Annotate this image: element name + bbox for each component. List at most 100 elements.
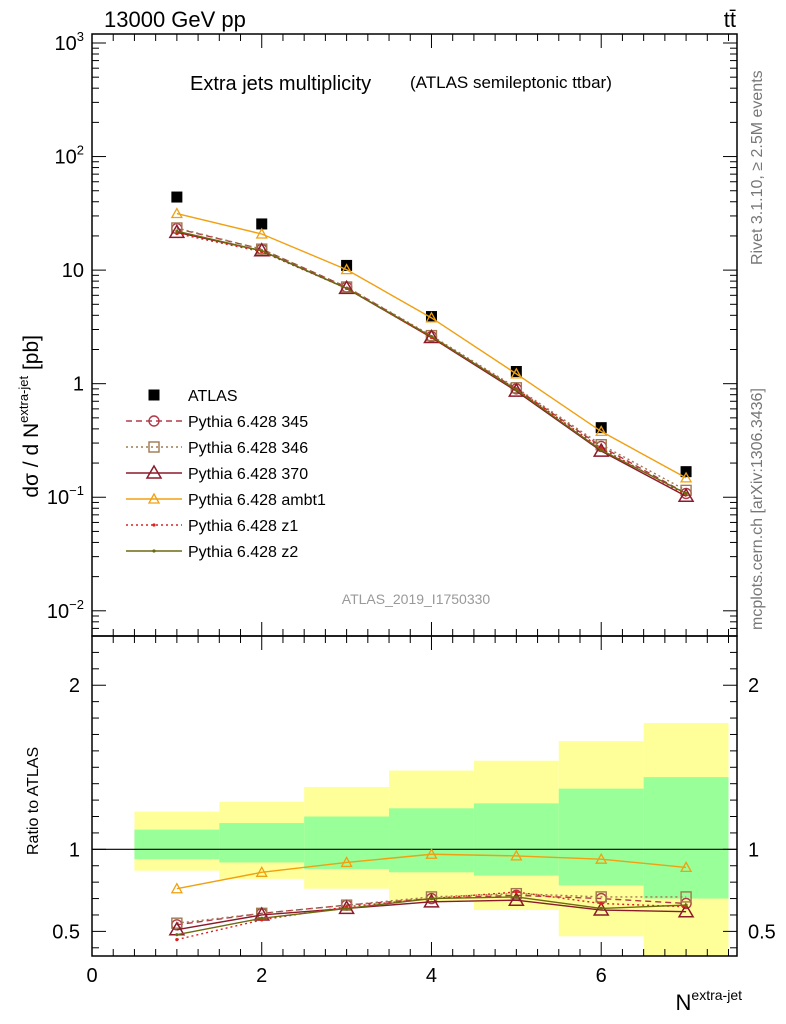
ratio-frame	[91, 635, 738, 957]
legend-marker	[148, 415, 160, 427]
legend-entry: Pythia 6.428 346	[126, 440, 308, 457]
series-line	[176, 227, 687, 495]
ratio-point	[260, 916, 264, 920]
legend-entry: Pythia 6.428 370	[126, 464, 308, 483]
ratio-point	[170, 882, 183, 894]
y-tick-label: 1	[73, 374, 84, 396]
ratio-y-tick-label: 1	[69, 839, 80, 861]
data-point	[345, 286, 349, 291]
data-point	[425, 311, 437, 323]
ratio-point	[680, 891, 692, 903]
main-y-axis-label: dσ / d Nextra-jet [pb]	[16, 335, 43, 498]
mcplots-label: mcplots.cern.ch [arXiv:1306.3436]	[749, 388, 766, 630]
data-point	[592, 442, 610, 457]
data-point	[255, 227, 268, 239]
ratio-series-line	[176, 853, 687, 890]
ratio-point	[679, 861, 693, 873]
main-title: Extra jets multiplicity	[190, 73, 371, 95]
ratio-series-3	[170, 847, 693, 894]
series-line	[176, 212, 687, 479]
x-tick-label: 2	[256, 965, 267, 987]
ratio-axis-ticks: 0.5 0.5 1 1 2 2 0 2 4 6	[52, 636, 776, 987]
legend-label: Pythia 6.428 ambt1	[188, 492, 326, 509]
ratio-point	[175, 937, 179, 942]
y-tick-label: 103	[55, 29, 84, 55]
ratio-bands	[92, 722, 737, 956]
legend-entry: ATLAS	[148, 388, 238, 405]
data-point	[684, 491, 688, 496]
uncertainty-band-inner	[558, 788, 644, 886]
data-point	[514, 388, 518, 392]
x-tick-label: 6	[596, 965, 607, 987]
ratio-point	[514, 895, 518, 899]
ratio-panel: 0.5 0.5 1 1 2 2 0 2 4 6 Ratio to ATLAS Nextra-jet	[25, 635, 776, 1015]
rivet-version-label: Rivet 3.1.10, ≥ 2.5M events	[749, 70, 766, 265]
ratio-point	[425, 847, 438, 859]
ratio-point	[592, 901, 610, 916]
ratio-point	[510, 849, 523, 861]
ratio-point	[595, 852, 608, 864]
y-tick-label: 10	[62, 260, 84, 282]
legend-entry: Pythia 6.428 ambt1	[126, 492, 326, 509]
ratio-y-axis-label: Ratio to ATLAS	[25, 747, 42, 855]
watermark: ATLAS_2019_I1750330	[342, 591, 491, 607]
data-point	[175, 231, 179, 236]
uncertainty-band-inner	[219, 823, 305, 863]
ratio-point	[171, 917, 183, 929]
legend-label: ATLAS	[188, 388, 238, 405]
data-point	[595, 425, 608, 437]
y-tick-label: 10−2	[47, 597, 84, 623]
legend-entry: Pythia 6.428 z1	[126, 518, 298, 535]
y-tick-label: 10−1	[47, 483, 84, 509]
ratio-series-group	[168, 847, 695, 942]
data-point	[340, 263, 353, 275]
data-point	[508, 382, 525, 397]
ratio-point	[677, 903, 695, 918]
series-6	[175, 229, 688, 496]
data-point	[510, 367, 523, 379]
legend-marker	[147, 492, 161, 504]
ratio-point	[345, 906, 349, 911]
ratio-series-line	[176, 899, 687, 931]
ratio-point	[429, 896, 434, 901]
ratio-y-tick-label-right: 1	[748, 839, 759, 861]
legend-label: Pythia 6.428 345	[188, 414, 308, 431]
uncertainty-band-inner	[134, 829, 220, 860]
legend-marker	[152, 549, 156, 553]
ratio-point	[599, 906, 603, 911]
data-point	[170, 207, 183, 219]
data-point	[256, 218, 268, 230]
ratio-y-tick-label: 2	[69, 675, 80, 697]
legend: ATLAS Pythia 6.428 345 Pythia 6.428 346 Pyt…	[126, 388, 326, 561]
ratio-point	[510, 887, 523, 900]
ratio-series-line	[176, 892, 687, 924]
data-point	[599, 448, 603, 452]
process-label: tt̄	[724, 7, 736, 32]
data-point	[175, 229, 179, 233]
ratio-point	[340, 856, 353, 868]
legend-label: Pythia 6.428 346	[188, 440, 308, 457]
data-point	[429, 334, 434, 339]
main-subtitle: (ATLAS semileptonic ttbar)	[410, 73, 612, 92]
data-point	[423, 329, 440, 344]
legend-label: Pythia 6.428 z2	[188, 544, 298, 561]
series-4	[170, 207, 693, 483]
legend-entry: Pythia 6.428 345	[126, 414, 308, 431]
series-3	[168, 223, 695, 503]
x-tick-label: 0	[86, 965, 97, 987]
main-axis-ticks: 10−2 10−1 1 10 102 103	[47, 29, 737, 637]
ratio-point	[514, 890, 518, 894]
data-point	[510, 366, 522, 378]
data-point	[425, 311, 438, 323]
energy-label: 13000 GeV pp	[104, 7, 246, 32]
main-series-group	[168, 191, 695, 503]
legend-marker	[145, 464, 163, 479]
ratio-y-tick-label: 0.5	[52, 921, 80, 943]
ratio-point	[680, 897, 692, 910]
legend-label: Pythia 6.428 370	[188, 466, 308, 483]
ratio-point	[599, 901, 603, 906]
legend-label: Pythia 6.428 z1	[188, 518, 298, 535]
ratio-point	[423, 893, 440, 908]
data-point	[260, 249, 264, 253]
